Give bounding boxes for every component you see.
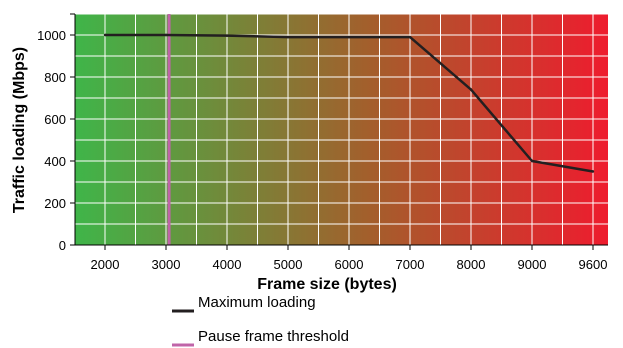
y-tick-label: 200 [44,196,66,211]
legend-maximum-loading-label: Maximum loading [198,294,316,311]
x-tick-label: 4000 [213,257,242,272]
x-tick-label: 2000 [91,257,120,272]
x-tick-label: 3000 [152,257,181,272]
x-axis-ticks: 2000 3000 4000 5000 6000 7000 8000 9000 9600 [91,245,608,272]
x-tick-label: 9000 [518,257,547,272]
x-tick-label: 6000 [335,257,364,272]
maximum-loading-point [103,33,107,37]
maximum-loading-point [469,88,473,91]
x-tick-label: 9600 [579,257,608,272]
y-axis-title: Traffic loading (Mbps) [11,47,28,213]
y-tick-label: 600 [44,112,66,127]
series-layer [103,33,595,173]
x-tick-label: 5000 [274,257,303,272]
y-axis-ticks: 0 200 400 600 800 1000 [37,13,75,253]
y-tick-label: 1000 [37,28,66,43]
plot-background [75,14,608,245]
legend-pause-frame-threshold-label: Pause frame threshold [198,328,349,345]
grid-lines [75,13,608,245]
maximum-loading-point [286,35,290,39]
y-tick-label: 0 [59,238,66,253]
maximum-loading-point [164,33,168,37]
maximum-loading-point [347,35,351,39]
maximum-loading-point [408,35,412,39]
x-tick-label: 8000 [457,257,486,272]
x-axis-title: Frame size (bytes) [257,276,397,293]
x-tick-label: 7000 [396,257,425,272]
y-tick-label: 400 [44,154,66,169]
maximum-loading-point [225,34,229,37]
y-tick-label: 800 [44,70,66,85]
maximum-loading-point [530,159,534,163]
maximum-loading-point [591,170,595,173]
legend: Maximum loading Pause frame threshold [172,294,349,347]
